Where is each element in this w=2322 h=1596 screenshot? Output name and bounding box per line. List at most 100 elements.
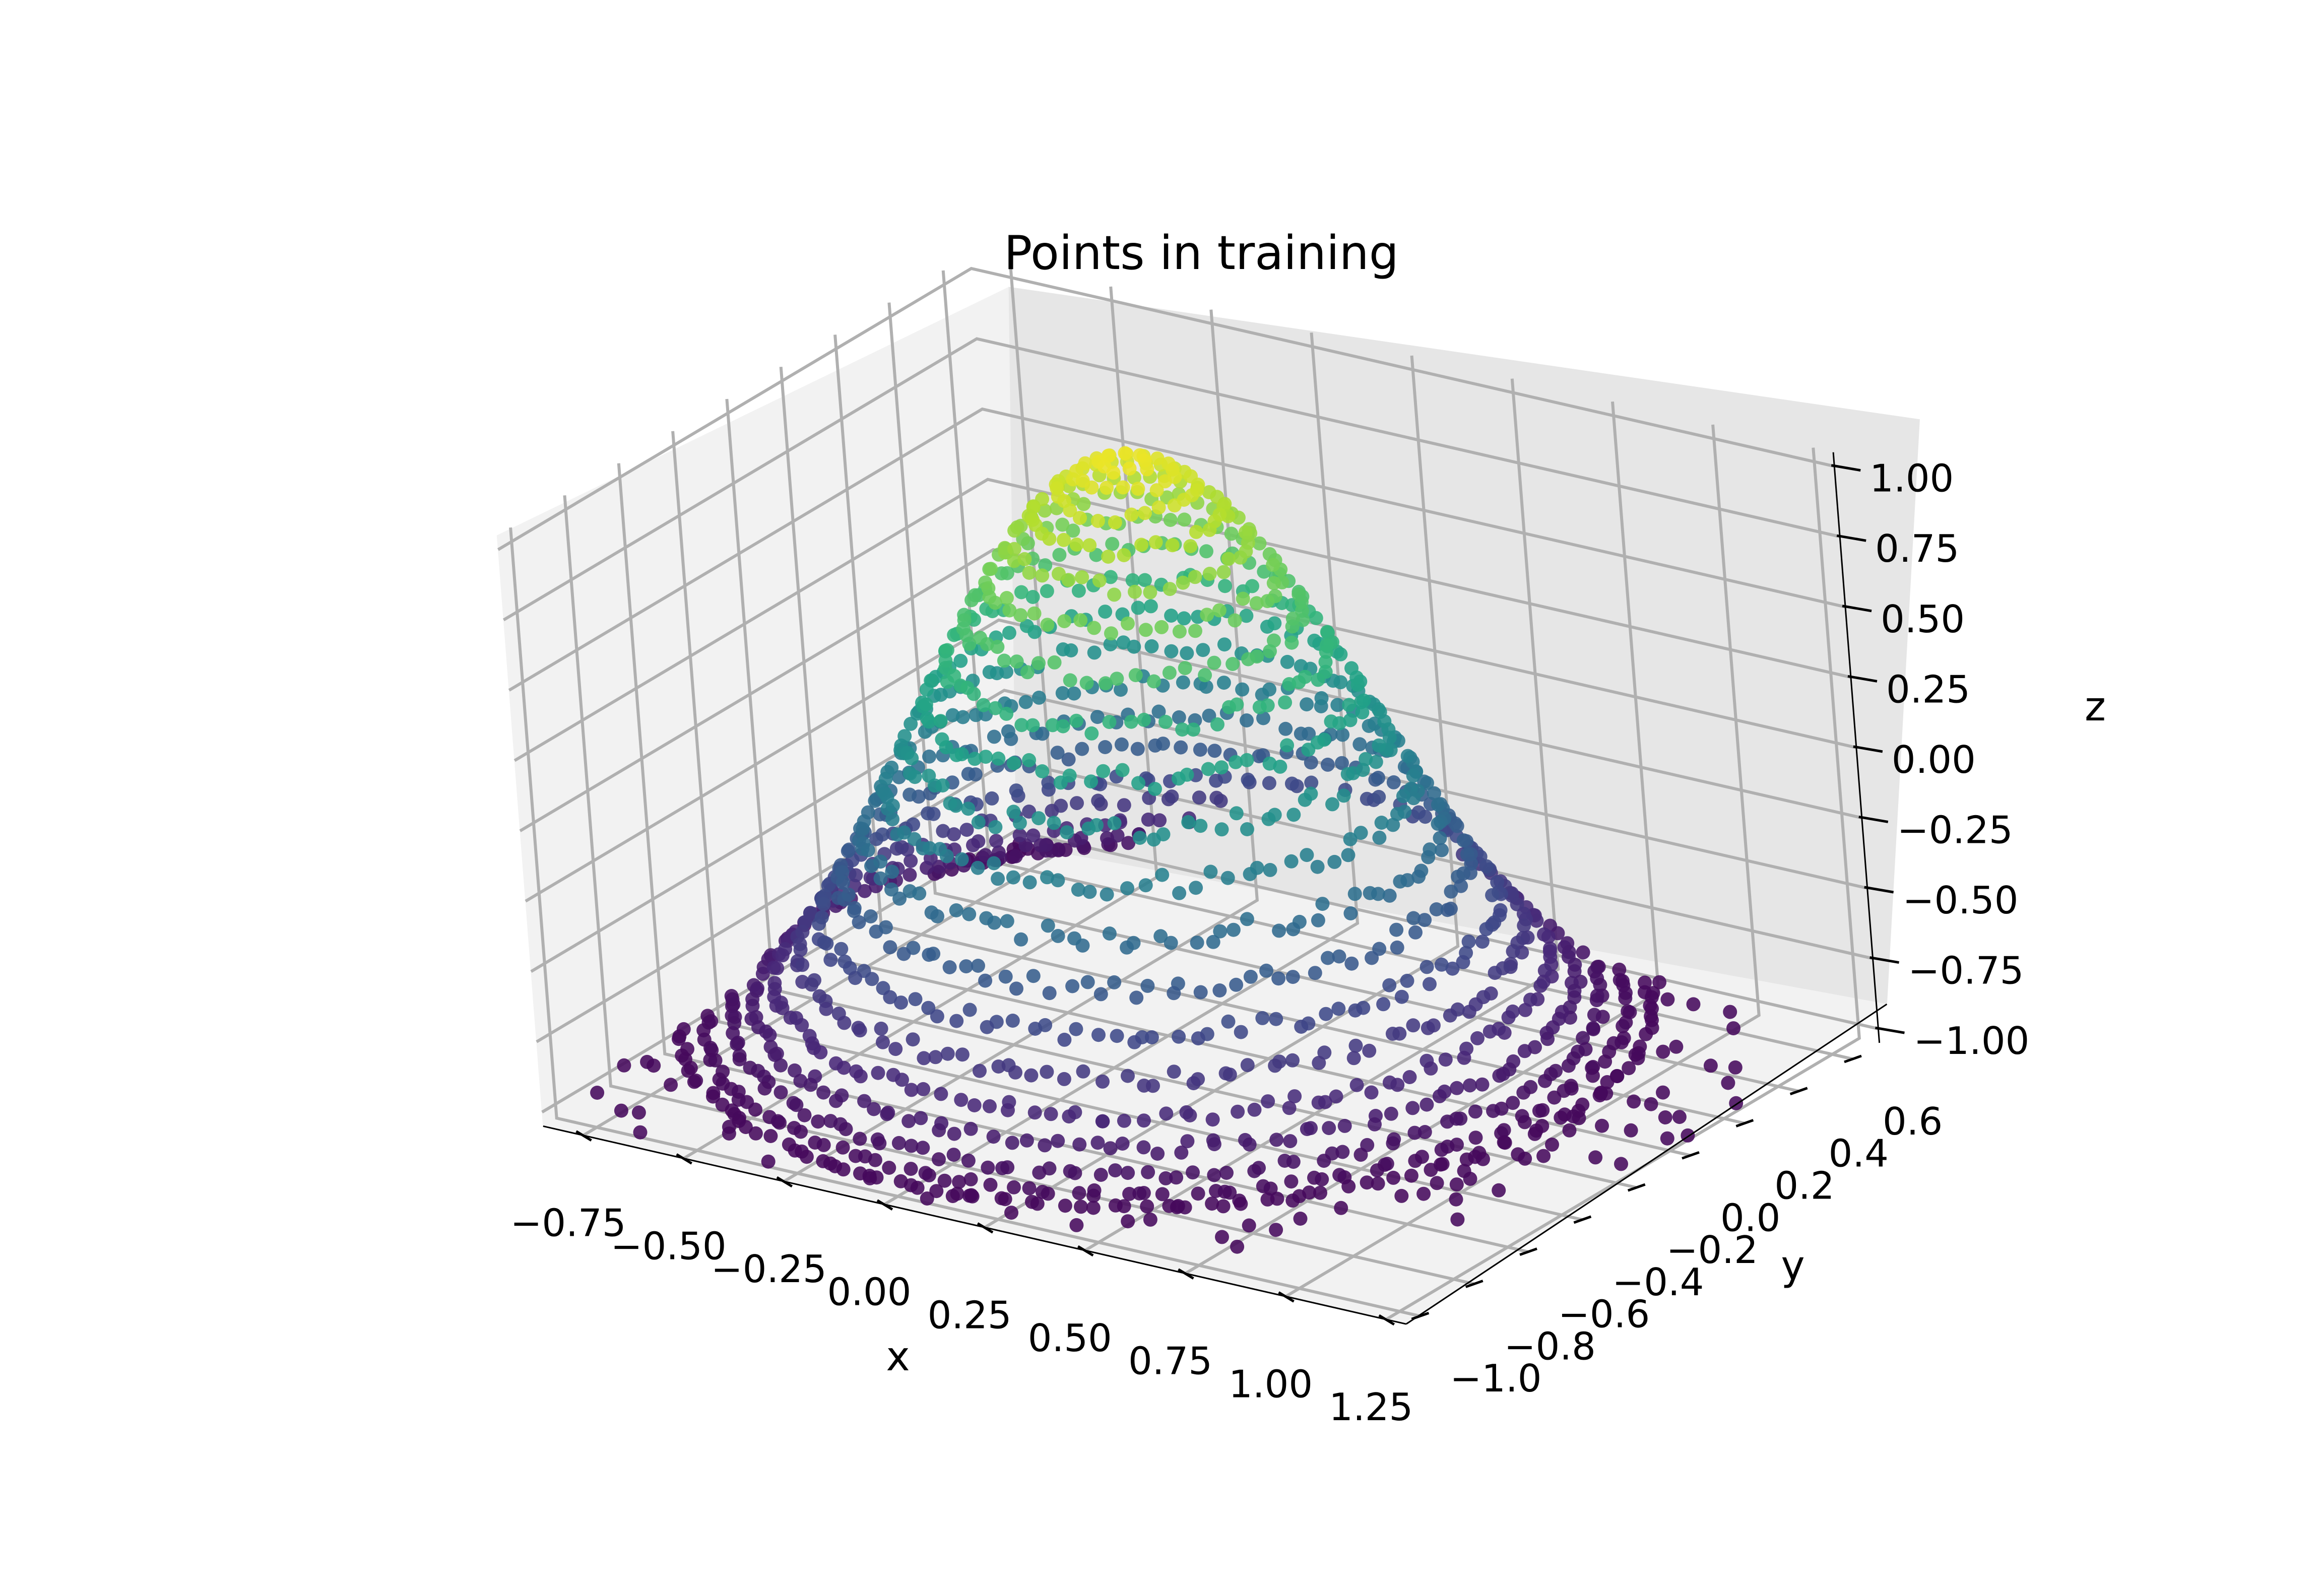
data-point (1371, 770, 1385, 785)
data-point (1337, 1118, 1352, 1133)
data-point (1449, 1177, 1464, 1192)
data-point (889, 841, 904, 856)
data-point (1360, 1175, 1374, 1190)
data-points (590, 446, 1744, 1254)
data-point (1234, 1025, 1248, 1039)
data-point (880, 1107, 894, 1121)
data-point (1086, 1188, 1101, 1203)
data-point (1537, 927, 1551, 942)
x-tick-mark (676, 1153, 692, 1165)
data-point (1213, 924, 1228, 939)
data-point (1406, 911, 1421, 925)
data-point (1080, 975, 1095, 989)
data-point (1164, 644, 1179, 658)
data-point (1148, 535, 1163, 550)
data-point (1186, 1076, 1201, 1091)
data-point (1430, 1176, 1444, 1190)
data-point (857, 1094, 872, 1108)
data-point (1002, 626, 1016, 640)
data-point (738, 1120, 753, 1135)
x-tick-label: 0.25 (928, 1293, 1012, 1337)
z-grid-line (525, 618, 1862, 903)
data-point (1167, 1065, 1181, 1079)
data-point (1024, 1068, 1039, 1083)
data-point (988, 820, 1003, 834)
data-point (1073, 613, 1088, 628)
data-point (1151, 704, 1166, 719)
x-grid-line (984, 355, 1460, 1229)
data-point (962, 637, 977, 651)
data-point (987, 856, 1001, 871)
data-point (1457, 1050, 1471, 1065)
data-point (1309, 611, 1323, 625)
data-point (1115, 1137, 1130, 1151)
data-point (1482, 1024, 1497, 1039)
data-point (1216, 565, 1231, 579)
data-point (1025, 718, 1040, 733)
data-point (1207, 655, 1221, 670)
data-point (1420, 960, 1434, 974)
data-point (1162, 666, 1177, 680)
data-point (1086, 1201, 1101, 1215)
data-point (1007, 542, 1021, 556)
data-point (1117, 548, 1131, 562)
data-point (1241, 652, 1255, 667)
data-point (1090, 514, 1105, 528)
data-point (1475, 1077, 1490, 1092)
data-point (1045, 718, 1060, 733)
data-point (902, 787, 917, 802)
data-point (916, 1141, 930, 1155)
data-point (1061, 752, 1076, 767)
data-point (1256, 1179, 1270, 1193)
data-point (823, 953, 838, 967)
data-point (1079, 676, 1094, 690)
data-point (878, 920, 893, 935)
data-point (1193, 819, 1208, 833)
data-point (914, 1111, 928, 1125)
data-point (1193, 743, 1207, 757)
data-point (1022, 753, 1037, 767)
data-point (1262, 756, 1277, 771)
data-point (1075, 742, 1089, 756)
data-point (1261, 1094, 1275, 1109)
data-point (1263, 644, 1277, 658)
data-point (954, 747, 969, 761)
x-tick-label: −0.50 (611, 1224, 727, 1268)
data-point (1047, 655, 1062, 670)
data-point (988, 595, 1002, 610)
data-point (1095, 1074, 1110, 1089)
data-point (1624, 1123, 1638, 1138)
data-point (1138, 878, 1153, 893)
data-point (964, 593, 979, 608)
data-point (819, 937, 834, 951)
data-point (1350, 678, 1365, 692)
data-point (1353, 1148, 1368, 1162)
data-point (1218, 579, 1232, 593)
data-point (1285, 970, 1300, 984)
data-point (1598, 1054, 1612, 1069)
data-point (986, 1129, 1001, 1144)
data-point (1226, 922, 1241, 937)
data-point (1315, 897, 1330, 911)
z-tick-mark (1842, 605, 1872, 613)
data-point (1008, 849, 1023, 863)
data-point (1278, 695, 1293, 710)
data-point (1202, 522, 1217, 537)
data-point (878, 771, 893, 786)
data-point (1394, 1188, 1409, 1203)
data-point (835, 865, 850, 880)
data-point (761, 1154, 776, 1169)
data-point (1269, 1223, 1283, 1237)
data-point (1313, 1185, 1327, 1200)
data-point (1527, 1126, 1542, 1141)
data-point (1252, 749, 1266, 764)
data-point (1175, 722, 1190, 737)
data-point (1318, 655, 1333, 670)
data-point (797, 1108, 812, 1122)
data-point (1025, 590, 1040, 604)
data-point (1423, 977, 1437, 991)
data-point (1592, 1088, 1607, 1103)
data-point (959, 959, 974, 974)
data-point (872, 1136, 887, 1151)
